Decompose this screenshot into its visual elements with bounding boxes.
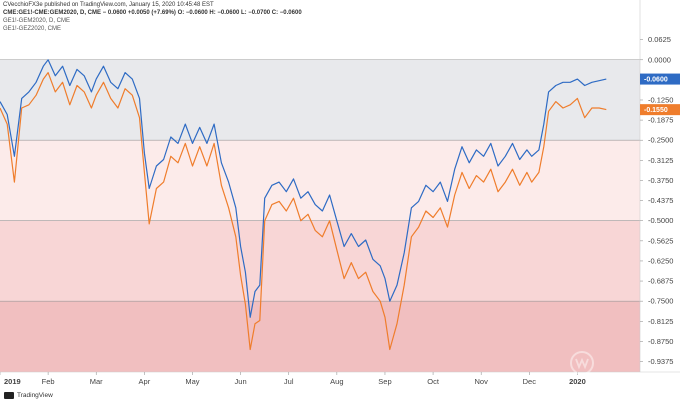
footer: TradingView <box>4 392 53 399</box>
tradingview-logo-icon <box>4 392 14 399</box>
legend-orange-series: GE1!-GEZ2020, CME <box>3 26 62 32</box>
band-0 <box>0 59 640 141</box>
y-tick-label-14: -0.8125 <box>648 317 673 326</box>
y-tick-label-10: -0.5625 <box>648 236 673 245</box>
watermark-logo-icon <box>570 351 594 375</box>
y-tick-label-8: -0.4375 <box>648 196 673 205</box>
y-tick-label-9: -0.5000 <box>648 216 673 225</box>
x-tick-label-3: Apr <box>139 377 151 386</box>
y-tick-label-5: -0.2500 <box>648 136 673 145</box>
symbol-info: CME:GE1!-CME:GEM2020, D, CME − 0.0600 +0… <box>3 10 302 16</box>
x-tick-label-5: Jun <box>235 377 247 386</box>
last-price-labels: -0.0600 -0.1550 <box>640 73 680 116</box>
x-tick-label-12: 2020 <box>569 377 586 386</box>
legend-blue-series: GE1!-GEM2020, D, CME <box>3 18 71 24</box>
published-info: CVecchioFX3e published on TradingView.co… <box>3 2 214 8</box>
x-axis: 2019 Feb Mar Apr May Jun Jul Aug Sep Oct Nov Dec 202… <box>0 372 586 386</box>
y-tick-label-7: -0.3750 <box>648 176 673 185</box>
y-tick-label-4: -0.1875 <box>648 116 673 125</box>
last-price-bg-1 <box>640 104 680 116</box>
y-tick-label-0: 0.0625 <box>648 35 671 44</box>
x-tick-label-11: Dec <box>523 377 537 386</box>
x-tick-label-7: Aug <box>330 377 343 386</box>
last-price-label-1: -0.1550 <box>644 107 668 114</box>
x-tick-label-4: May <box>185 377 199 386</box>
last-price-label-0: -0.0600 <box>644 77 668 84</box>
x-tick-label-2: Mar <box>90 377 103 386</box>
x-tick-label-1: Feb <box>42 377 55 386</box>
series-lines <box>0 59 607 351</box>
y-tick-label-12: -0.6875 <box>648 277 673 286</box>
y-tick-label-15: -0.8750 <box>648 337 673 346</box>
series-line-0 <box>0 59 607 318</box>
x-tick-label-9: Oct <box>427 377 440 386</box>
band-2 <box>0 220 640 302</box>
y-tick-label-13: -0.7500 <box>648 297 673 306</box>
y-tick-label-11: -0.6250 <box>648 256 673 265</box>
footer-brand: TradingView <box>17 392 53 399</box>
x-tick-label-6: Jul <box>284 377 294 386</box>
y-axis: 0.06250.0000-0.0625-0.1250-0.1875-0.2500… <box>640 35 673 366</box>
y-tick-label-16: -0.9375 <box>648 357 673 366</box>
series-line-1 <box>0 72 607 351</box>
x-tick-label-10: Nov <box>475 377 489 386</box>
band-3 <box>0 301 640 372</box>
last-price-bg-0 <box>640 73 680 85</box>
y-tick-label-6: -0.3125 <box>648 156 673 165</box>
gridlines <box>0 0 680 373</box>
y-tick-label-3: -0.1250 <box>648 95 673 104</box>
price-bands <box>0 59 640 372</box>
x-tick-label-0: 2019 <box>4 377 21 386</box>
y-tick-label-1: 0.0000 <box>648 55 671 64</box>
x-tick-label-8: Sep <box>378 377 391 386</box>
